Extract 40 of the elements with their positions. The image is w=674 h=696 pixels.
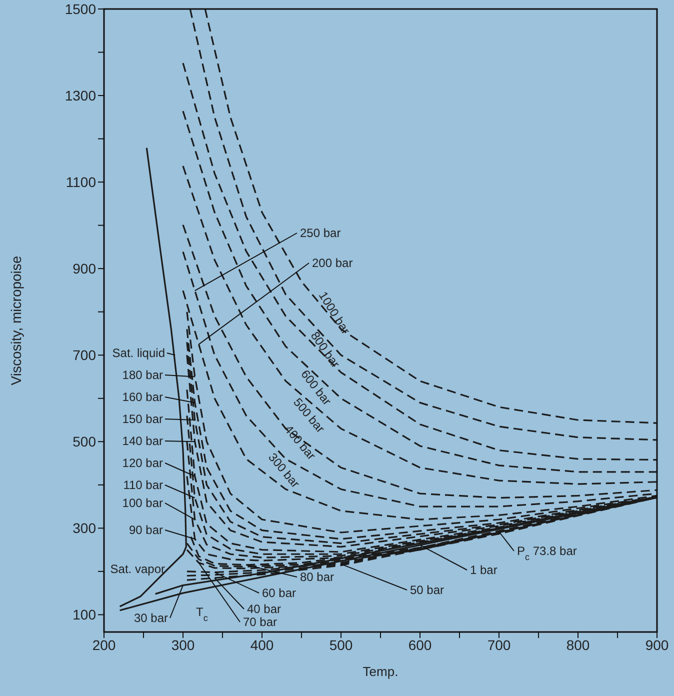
x-tick-label: 800 (566, 636, 590, 653)
x-tick-label: 500 (329, 636, 353, 653)
x-tick-label: 700 (487, 636, 511, 653)
y-tick-label: 300 (72, 520, 96, 536)
annotation: 200 bar (312, 256, 353, 270)
y-tick-label: 100 (72, 606, 96, 623)
annotation: P$_{c}$ 73.8 bar (517, 544, 577, 562)
annotation: 110 bar (123, 478, 163, 492)
annotation: 90 bar (128, 523, 163, 537)
annotation: 140 bar (122, 434, 163, 448)
x-tick-label: 400 (250, 636, 274, 653)
annotation: 120 bar (122, 456, 163, 470)
x-tick-label: 900 (645, 636, 669, 653)
annotation: T$_{c}$ (196, 605, 208, 623)
annotation: 30 bar (134, 611, 168, 625)
annotation: 100 bar (122, 496, 163, 510)
y-tick-label: 1500 (64, 0, 96, 17)
annotation: Sat. vapor (110, 562, 165, 576)
annotation: 180 bar (122, 368, 163, 382)
annotation: 160 bar (122, 390, 163, 404)
y-tick-label: 500 (72, 434, 96, 450)
y-tick-label: 700 (72, 347, 96, 364)
y-axis-title: Viscosity, micropoise (8, 256, 24, 386)
annotation: 1 bar (470, 563, 498, 577)
annotation: 70 bar (243, 615, 278, 629)
y-tick-label: 1100 (66, 174, 96, 190)
annotation: 80 bar (300, 570, 334, 584)
x-tick-label: 600 (408, 636, 432, 653)
x-axis-title: Temp. (362, 664, 398, 679)
x-tick-label: 200 (92, 636, 116, 653)
x-tick-label: 300 (171, 636, 195, 653)
annotation: Sat. liquid (112, 346, 165, 360)
y-tick-label: 900 (72, 260, 96, 277)
annotation: 40 bar (247, 602, 282, 616)
annotation: 50 bar (410, 583, 444, 597)
annotation: 150 bar (122, 412, 163, 426)
annotation: 250 bar (300, 226, 341, 240)
annotation: 60 bar (262, 586, 296, 600)
annotation: 300 bar (266, 450, 303, 491)
y-tick-label: 1300 (64, 88, 96, 104)
